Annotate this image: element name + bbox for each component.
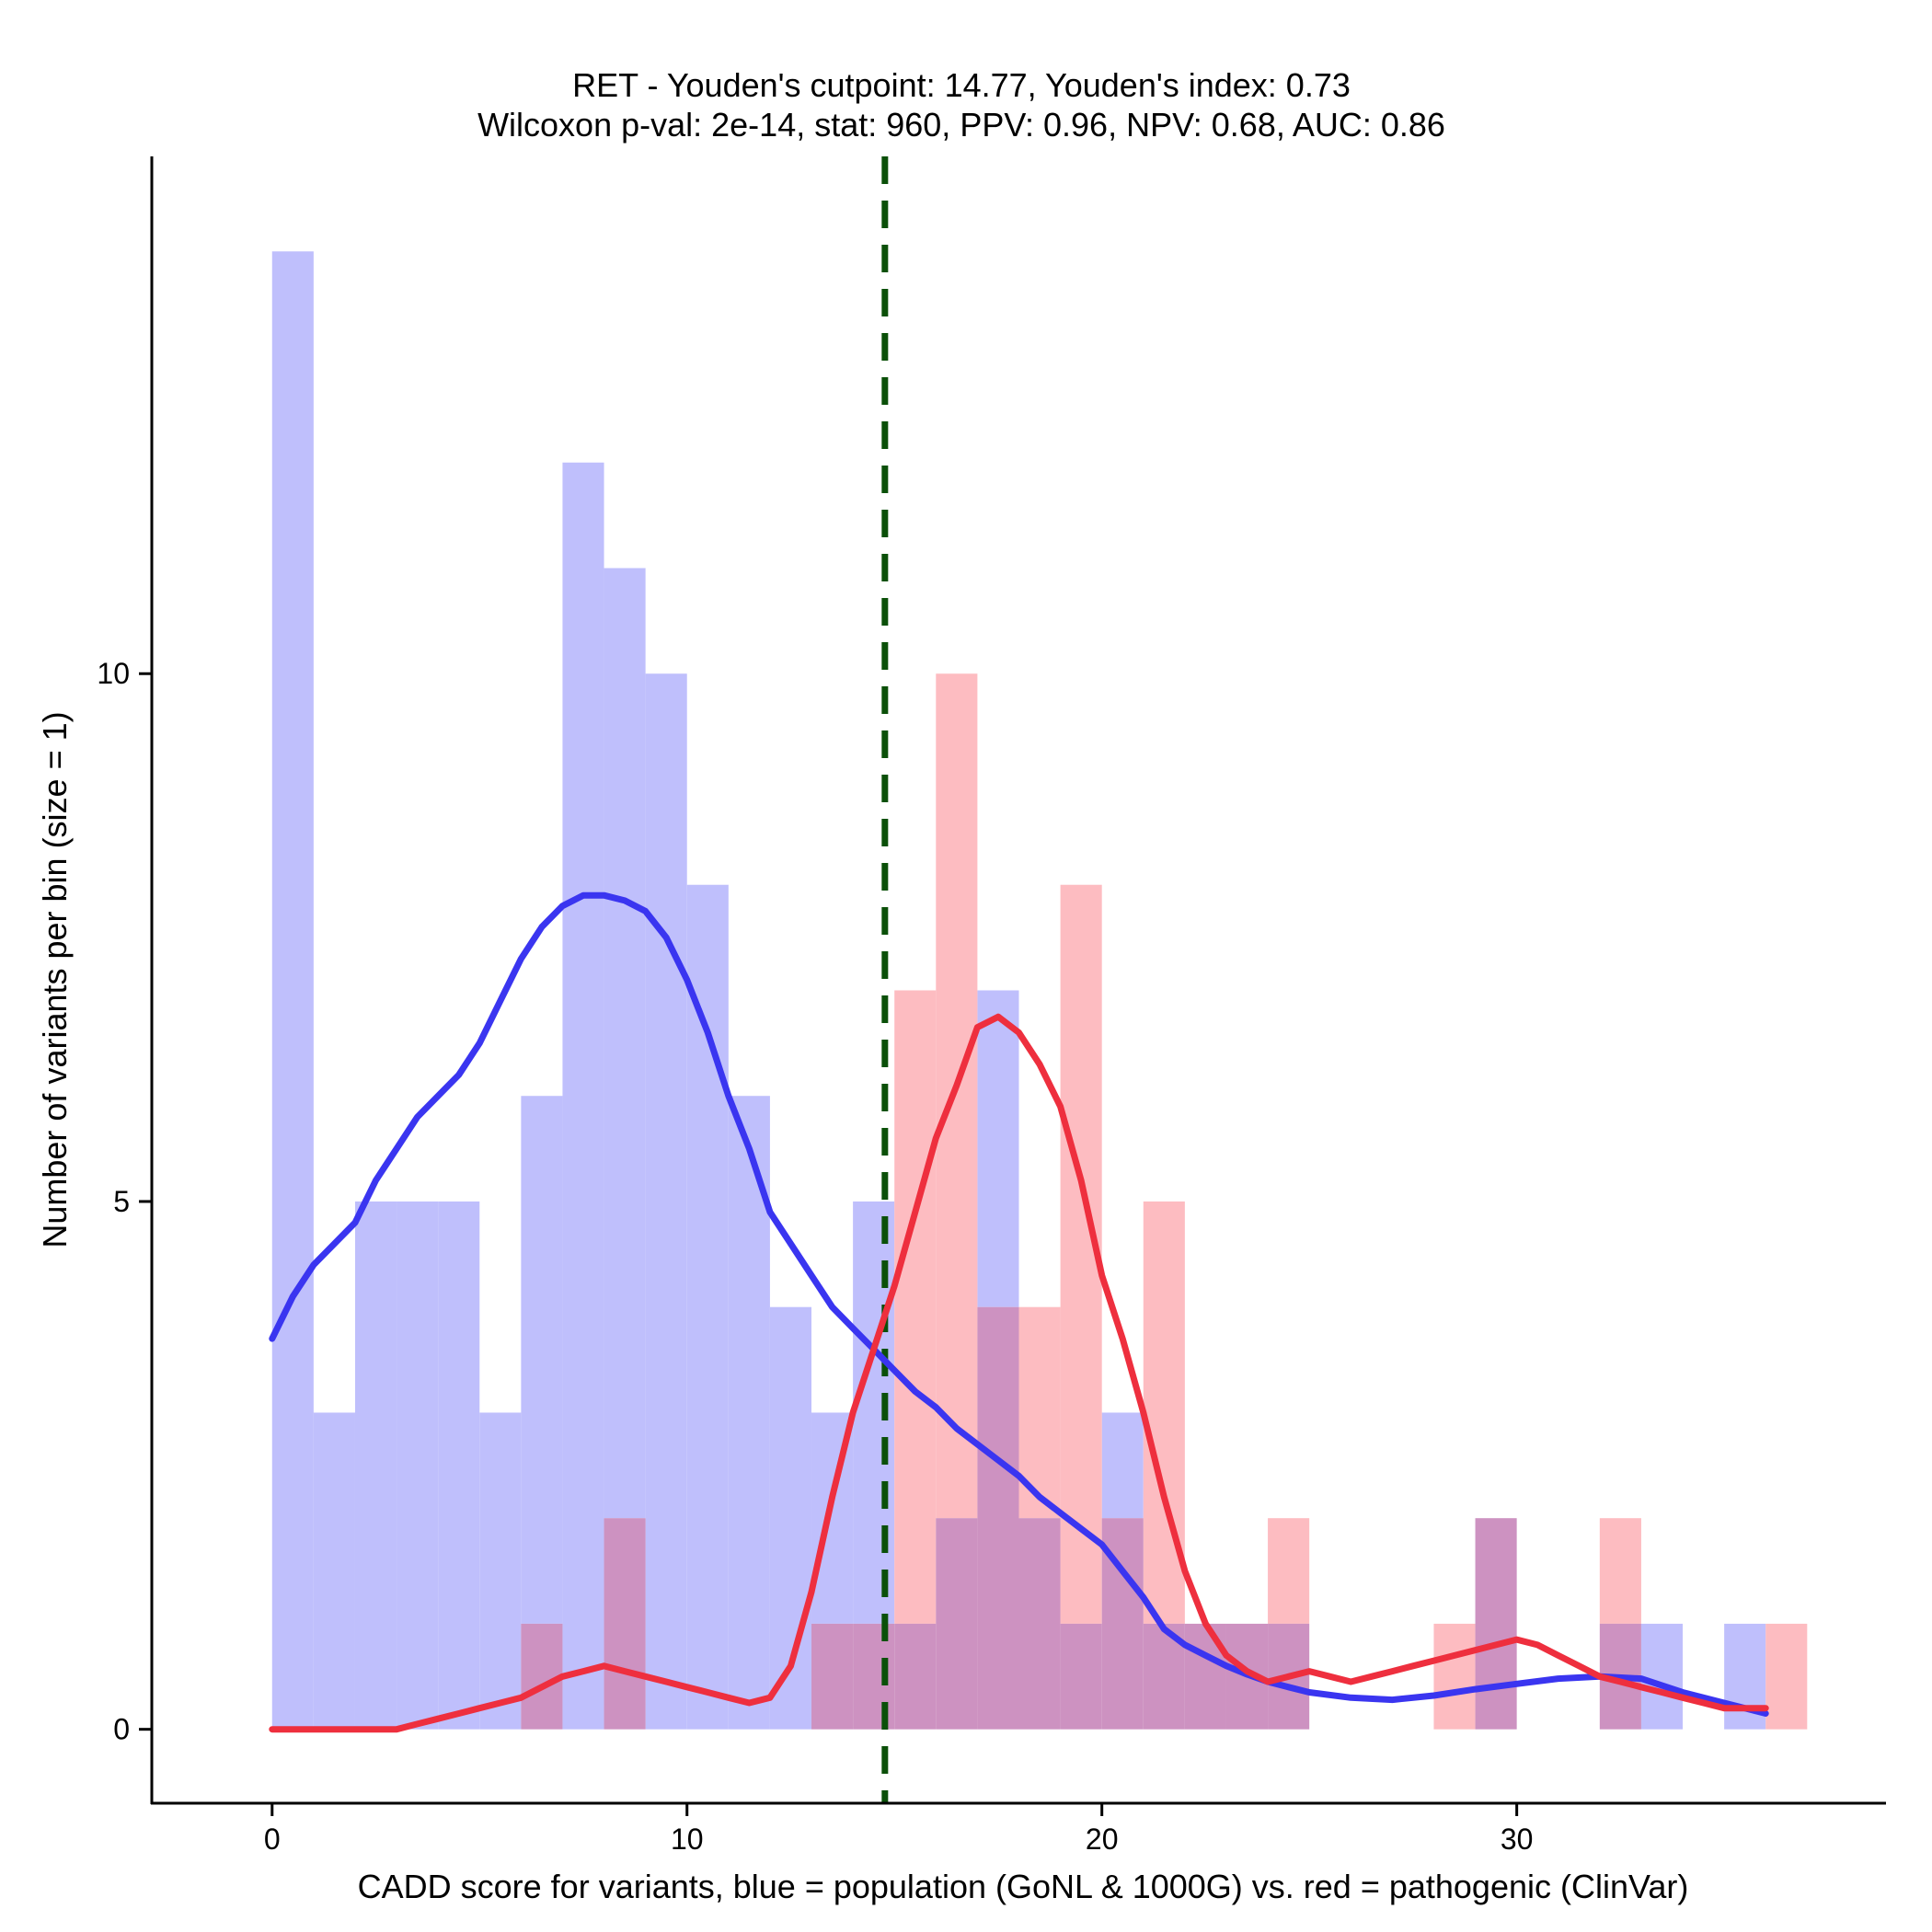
pathogenic-bars [894, 673, 1808, 1730]
y-axis-ticks: 0 5 10 [97, 657, 152, 1746]
population-bar [438, 1201, 480, 1730]
population-bar [686, 884, 729, 1730]
pathogenic-bar [936, 673, 978, 1519]
x-tick-label: 30 [1501, 1823, 1534, 1856]
pathogenic-bar [1433, 1623, 1476, 1730]
x-tick-label: 10 [671, 1823, 704, 1856]
overlap-bar [853, 1623, 895, 1730]
population-bar [645, 673, 687, 1730]
pathogenic-bar [1268, 1518, 1310, 1624]
overlap-bar [977, 1306, 1019, 1730]
overlap-bar [1060, 1623, 1102, 1730]
chart-subtitle: Wilcoxon p-val: 2e-14, stat: 960, PPV: 0… [477, 106, 1445, 144]
overlap-bar [894, 1623, 937, 1730]
population-bar [479, 1412, 522, 1730]
population-bar [313, 1412, 355, 1730]
pathogenic-bar [894, 990, 937, 1624]
population-bar [521, 1096, 563, 1624]
population-bar [853, 1201, 895, 1624]
overlap-bar [811, 1623, 854, 1730]
population-bar [604, 568, 646, 1519]
population-bar [1101, 1412, 1144, 1519]
overlap-bar [1184, 1623, 1226, 1730]
y-tick-label: 0 [113, 1713, 130, 1746]
y-tick-label: 10 [97, 657, 130, 690]
y-axis-label: Number of variants per bin (size = 1) [36, 711, 74, 1248]
population-bar [977, 990, 1019, 1307]
x-axis-label: CADD score for variants, blue = populati… [358, 1868, 1689, 1905]
y-tick-label: 5 [113, 1185, 130, 1218]
x-axis-ticks: 0 10 20 30 [264, 1803, 1534, 1856]
population-bar [397, 1201, 439, 1730]
population-bar [271, 251, 314, 1730]
overlap-bar [1018, 1518, 1061, 1730]
x-tick-label: 0 [264, 1823, 281, 1856]
overlap-bar [936, 1518, 978, 1730]
chart-title: RET - Youden's cutpoint: 14.77, Youden's… [572, 66, 1351, 104]
population-bar [354, 1201, 397, 1730]
pathogenic-density-line [269, 1013, 1769, 1733]
pathogenic-bar [1599, 1518, 1641, 1624]
x-tick-label: 20 [1086, 1823, 1119, 1856]
overlap-bar [604, 1518, 646, 1730]
population-bar [1640, 1623, 1684, 1730]
population-bar [562, 462, 604, 1730]
overlap-bar [1475, 1518, 1517, 1730]
population-density-line [269, 891, 1769, 1717]
pathogenic-bar [1765, 1623, 1808, 1730]
population-bar [728, 1096, 770, 1730]
